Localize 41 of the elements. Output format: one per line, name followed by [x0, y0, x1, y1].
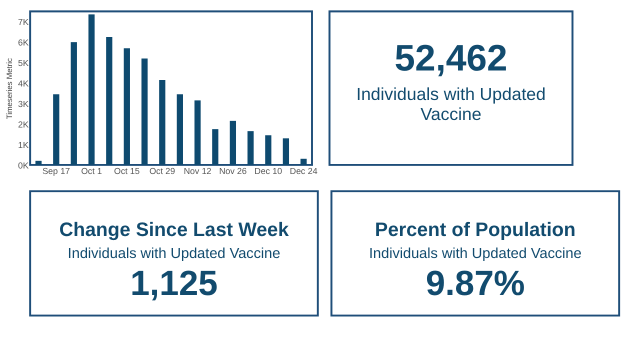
bar [124, 48, 130, 165]
bar [265, 135, 272, 165]
bar [176, 94, 183, 165]
bar [282, 138, 290, 165]
y-tick-label: 1K [18, 140, 29, 150]
y-tick-label: 3K [18, 98, 29, 109]
x-tick-label: Nov 26 [219, 166, 247, 176]
text: 9.87% [426, 264, 525, 304]
text: Change Since Last Week [59, 218, 289, 241]
bar [53, 94, 60, 165]
text: Percent of Population [374, 218, 576, 241]
y-tick-label: 5K [18, 58, 29, 68]
x-tick-label: Nov 12 [184, 166, 212, 176]
bar [247, 131, 254, 165]
y-tick-label: 6K [18, 37, 29, 48]
text: 52,462 [394, 38, 508, 79]
bar [106, 36, 112, 165]
bar [194, 100, 201, 165]
x-tick-label: Oct 29 [149, 166, 176, 176]
y-tick-label: 4K [18, 78, 29, 88]
bar [159, 80, 166, 165]
y-axis-title: Timeseries Metric [5, 58, 14, 120]
x-tick-label: Dec 10 [254, 166, 282, 176]
y-tick-label: 0K [18, 160, 29, 170]
x-tick-label: Sep 17 [42, 166, 70, 176]
bar [35, 160, 42, 165]
bar [70, 42, 77, 165]
bar [300, 158, 307, 165]
text: Individuals with Updated Vaccine [68, 246, 280, 262]
x-tick-label: Oct 15 [114, 166, 140, 176]
text: 1,125 [130, 264, 218, 304]
y-tick-label: 7K [18, 17, 29, 27]
bar [88, 14, 95, 165]
x-tick-label: Dec 24 [290, 166, 318, 176]
text: Individuals with Updated Vaccine [368, 246, 582, 262]
bar [230, 120, 236, 165]
text: Individuals with Updated Vaccine [356, 84, 546, 124]
y-tick-label: 2K [18, 119, 29, 130]
bar [212, 129, 218, 165]
x-tick-label: Oct 1 [81, 166, 102, 176]
bar [141, 58, 148, 165]
